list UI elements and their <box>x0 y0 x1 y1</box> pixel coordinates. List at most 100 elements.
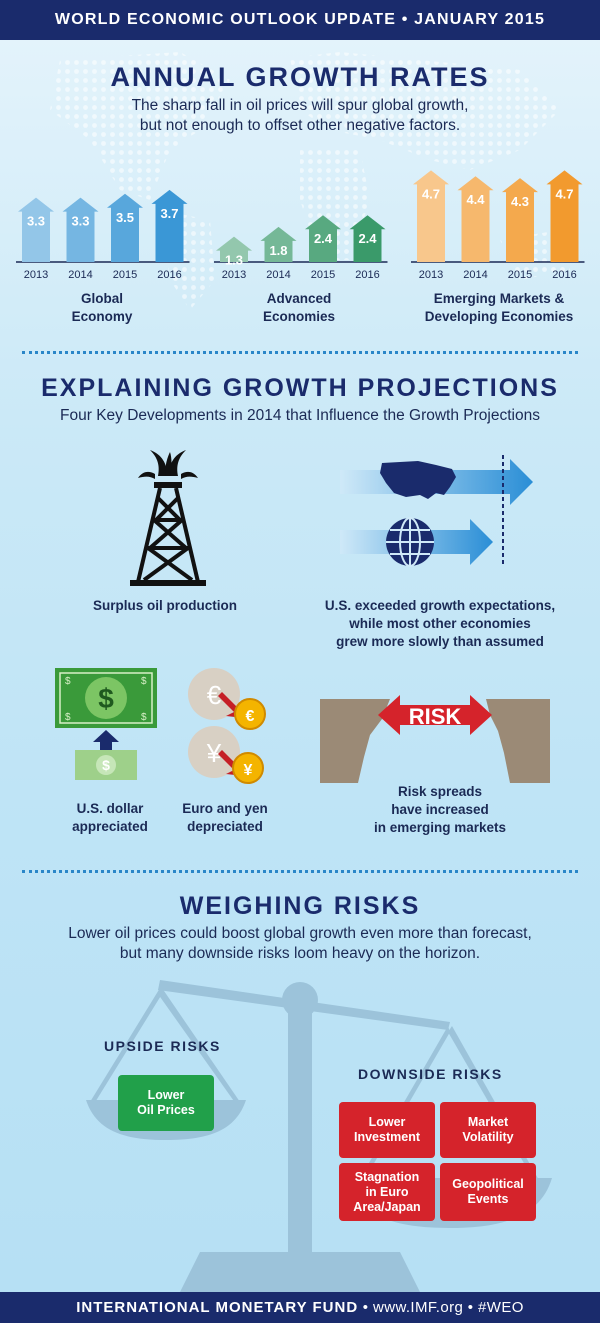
chart-data-label: 3.3 <box>71 214 89 229</box>
oil-caption: Surplus oil production <box>93 598 237 613</box>
upside-item-lower-oil-prices: Lower Oil Prices <box>118 1075 214 1131</box>
chart-tick-label: 2013 <box>222 269 246 281</box>
oil-derrick-icon <box>130 450 206 586</box>
chart-bar <box>349 215 386 262</box>
group-label-advanced: Advanced Economies <box>211 290 387 326</box>
chart-tick-label: 2015 <box>311 269 335 281</box>
us-caption-2: while most other economies <box>349 616 531 631</box>
chart-data-label: 3.3 <box>27 214 45 229</box>
dollar-corner-2: $ <box>141 676 147 687</box>
risks-subtitle-1: Lower oil prices could boost global grow… <box>68 925 532 942</box>
chart-tick-label: 2016 <box>157 269 181 281</box>
chart-tick-label: 2014 <box>463 269 487 281</box>
footer-hashtag[interactable]: #WEO <box>478 1299 524 1316</box>
risk-caption-1: Risk spreads <box>397 784 483 799</box>
downside-item-3-line1: Geopolitical <box>452 1177 524 1191</box>
downside-item-geopolitical-events: Geopolitical Events <box>440 1163 536 1221</box>
header-title: WORLD ECONOMIC OUTLOOK UPDATE • JANUARY … <box>54 11 546 28</box>
chart-bar <box>457 176 494 262</box>
chart-data-label: 2.4 <box>314 231 333 246</box>
chart-bar <box>305 215 341 262</box>
dollar-corner-1: $ <box>65 676 71 687</box>
chart-bar <box>62 197 99 262</box>
risk-caption-3: in emerging markets <box>373 820 507 835</box>
dollar-bill-icon: $ $ $ $ $ $ <box>55 668 157 780</box>
us-caption-1: U.S. exceeded growth expectations, <box>324 598 556 613</box>
euro-sign: € <box>246 708 255 725</box>
divider-1 <box>22 351 578 354</box>
growth-subtitle-2: but not enough to offset other negative … <box>139 117 461 134</box>
footer-sep-1: • <box>358 1299 373 1316</box>
projections-title: EXPLAINING GROWTH PROJECTIONS <box>41 374 559 402</box>
downside-item-2-line3: Area/Japan <box>353 1199 421 1214</box>
dollar-corner-3: $ <box>65 712 71 723</box>
risk-caption-2: have increased <box>391 802 489 817</box>
chart-data-label: 4.3 <box>511 194 529 209</box>
euro-caption: Euro and yen depreciated <box>160 800 290 836</box>
group-label-advanced-2: Economies <box>262 309 336 324</box>
footer-org: INTERNATIONAL MONETARY FUND <box>76 1299 359 1316</box>
chart-data-label: 4.7 <box>555 186 573 201</box>
chart-bar <box>151 189 188 262</box>
chart-tick-label: 2015 <box>113 269 137 281</box>
header-bar: WORLD ECONOMIC OUTLOOK UPDATE • JANUARY … <box>0 0 600 40</box>
euro-caption-2: depreciated <box>187 819 263 834</box>
double-arrow-icon <box>378 695 492 735</box>
dollar-corner-4: $ <box>141 712 147 723</box>
risk-cliffs-icon: RISK <box>320 695 550 783</box>
chart-bar <box>546 170 583 262</box>
chart-tick-label: 2015 <box>508 269 532 281</box>
upside-item-line2: Oil Prices <box>137 1103 195 1117</box>
us-caption: U.S. exceeded growth expectations, while… <box>300 597 580 651</box>
group-label-emerging: Emerging Markets & Developing Economies <box>406 290 592 326</box>
chart-data-label: 3.7 <box>160 206 178 221</box>
yen-faded-sign: ¥ <box>206 738 222 768</box>
downside-item-0-line1: Lower <box>368 1115 406 1129</box>
chart-data-label: 1.3 <box>225 253 243 268</box>
dollar-caption: U.S. dollar appreciated <box>40 800 180 836</box>
dollar-caption-2: appreciated <box>72 819 148 834</box>
dollar-caption-1: U.S. dollar <box>76 801 144 816</box>
chart-data-label: 4.7 <box>422 186 440 201</box>
usa-map-icon <box>380 461 456 499</box>
upside-title: UPSIDE RISKS <box>104 1038 221 1054</box>
chart-tick-label: 2016 <box>355 269 379 281</box>
group-label-emerging-2: Developing Economies <box>424 309 574 324</box>
chart-data-label: 3.5 <box>116 210 134 225</box>
chart-tick-label: 2014 <box>266 269 290 281</box>
yen-sign: ¥ <box>244 762 253 779</box>
downside-item-1-line1: Market <box>467 1115 509 1129</box>
chart-bar <box>216 236 252 262</box>
growth-chart: 3.320133.320143.520153.720161.320131.820… <box>16 170 585 281</box>
growth-title: ANNUAL GROWTH RATES <box>110 62 490 92</box>
footer-sep-2: • <box>463 1299 479 1316</box>
divider-2 <box>22 870 578 873</box>
downside-item-2-line2: in Euro <box>365 1184 409 1199</box>
group-label-emerging-1: Emerging Markets & <box>433 291 565 306</box>
dollar-small-sign: $ <box>102 757 110 773</box>
dollar-sign: $ <box>98 683 114 714</box>
risks-subtitle-2: but many downside risks loom heavy on th… <box>119 945 481 962</box>
downside-item-stagnation: Stagnation in Euro Area/Japan <box>339 1163 435 1221</box>
chart-data-label: 4.4 <box>466 192 485 207</box>
chart-tick-label: 2013 <box>24 269 48 281</box>
downside-item-1-line2: Volatility <box>462 1130 514 1144</box>
upside-item-line1: Lower <box>147 1088 185 1102</box>
downside-item-3-line2: Events <box>467 1192 509 1206</box>
euro-faded-sign: € <box>207 680 222 710</box>
euro-caption-1: Euro and yen <box>182 801 268 816</box>
downside-title: DOWNSIDE RISKS <box>358 1066 503 1082</box>
chart-tick-label: 2016 <box>552 269 576 281</box>
footer-site[interactable]: www.IMF.org <box>372 1299 464 1316</box>
chart-bar <box>413 170 449 262</box>
us-caption-3: grew more slowly than assumed <box>336 634 544 649</box>
growth-subtitle-1: The sharp fall in oil prices will spur g… <box>131 97 469 114</box>
group-label-global: Global Economy <box>14 290 190 326</box>
risk-label: RISK <box>409 704 462 729</box>
up-arrow-icon <box>93 730 119 750</box>
chart-tick-label: 2013 <box>419 269 443 281</box>
chart-bar <box>107 193 143 262</box>
downside-item-2-line1: Stagnation <box>354 1169 420 1184</box>
chart-bar <box>260 226 297 262</box>
chart-data-label: 1.8 <box>269 243 287 258</box>
